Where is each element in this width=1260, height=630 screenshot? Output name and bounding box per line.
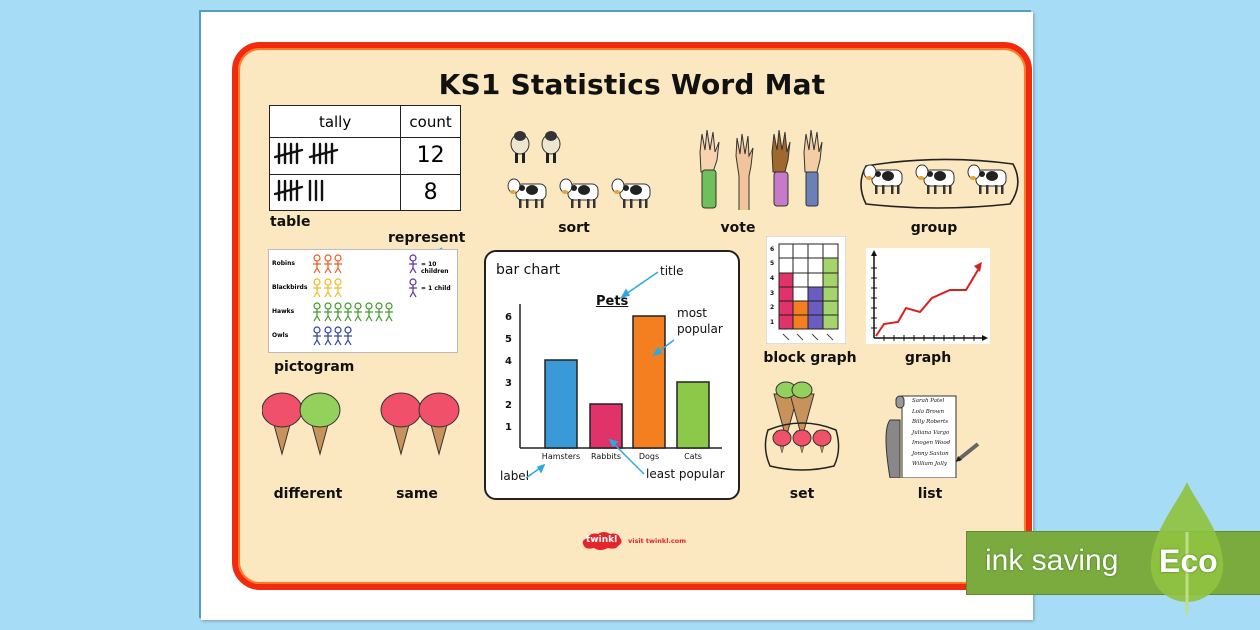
ice-cream-set-icon bbox=[764, 381, 840, 471]
y-tick: 2 bbox=[505, 400, 512, 411]
pictogram-row-label: Blackbirds bbox=[272, 284, 308, 291]
word-same: same bbox=[396, 486, 438, 502]
word-graph: graph bbox=[904, 350, 952, 366]
block-graph-image: 6 5 4 3 2 1 bbox=[766, 236, 846, 344]
svg-text:4: 4 bbox=[770, 275, 774, 282]
svg-text:3: 3 bbox=[770, 290, 774, 297]
bar-chart-panel: bar chart title Pets most popular least … bbox=[484, 250, 740, 500]
sheep-and-cows-icon bbox=[507, 131, 651, 209]
twinkl-link[interactable]: visit twinkl.com bbox=[628, 537, 687, 545]
svg-text:2: 2 bbox=[770, 304, 774, 311]
pictogram-key-1: = 1 child bbox=[421, 285, 451, 292]
pictogram-row-label: Owls bbox=[272, 332, 289, 339]
x-label: Dogs bbox=[639, 452, 659, 461]
word-set: set bbox=[789, 486, 815, 502]
grouped-cows-icon bbox=[860, 158, 1019, 209]
pictogram-row-label: Hawks bbox=[272, 308, 295, 315]
twinkl-footer[interactable]: twinkl visit twinkl.com bbox=[580, 532, 696, 552]
tally-marks-icon bbox=[273, 179, 324, 201]
y-tick: 4 bbox=[505, 356, 512, 367]
annotation-popular: popular bbox=[677, 322, 723, 336]
tally-marks-8 bbox=[268, 173, 402, 211]
word-block-graph: block graph bbox=[763, 350, 857, 366]
bar-hamsters bbox=[544, 359, 578, 449]
bar-chart: 1 2 3 4 5 6 Hamsters Rabbits Dogs Cats bbox=[505, 271, 722, 479]
ice-cream-cones-icon bbox=[262, 392, 460, 455]
twinkl-logo-icon bbox=[582, 532, 622, 550]
annotation-label: label bbox=[500, 469, 530, 483]
tally-marks-12 bbox=[268, 137, 402, 175]
annotation-title: title bbox=[660, 264, 684, 278]
word-represent: represent bbox=[388, 230, 466, 246]
eco-badge-label: ink saving bbox=[985, 544, 1119, 577]
twinkl-brand: twinkl bbox=[586, 535, 618, 545]
word-sort: sort bbox=[558, 220, 590, 236]
svg-text:1: 1 bbox=[770, 319, 774, 326]
x-label: Rabbits bbox=[591, 452, 621, 461]
y-tick: 3 bbox=[505, 378, 512, 389]
tally-table: tally count 12 bbox=[268, 105, 461, 211]
y-tick: 1 bbox=[505, 422, 512, 433]
word-different: different bbox=[273, 486, 343, 502]
line-graph-image bbox=[866, 248, 990, 344]
scroll-list-image: Sarah Patel Lola Brown Billy Roberts Julian… bbox=[880, 392, 988, 478]
annotation-least-popular: least popular bbox=[646, 467, 725, 481]
word-group: group bbox=[910, 220, 958, 236]
list-names: Sarah Patel Lola Brown Billy Roberts Julian… bbox=[912, 398, 951, 467]
pictogram-key-10: = 10 children bbox=[421, 261, 449, 275]
table-header-count: count bbox=[400, 105, 461, 138]
word-vote: vote bbox=[720, 220, 756, 236]
pictogram-image: Robins Blackbirds Hawks Owls = 10 childr… bbox=[268, 249, 458, 353]
eco-badge-tag: Eco bbox=[1159, 543, 1218, 579]
word-table: table bbox=[270, 214, 311, 230]
x-label: Hamsters bbox=[542, 452, 580, 461]
annotation-most: most bbox=[677, 306, 707, 320]
count-value: 12 bbox=[400, 137, 461, 175]
page-title: KS1 Statistics Word Mat bbox=[438, 68, 826, 101]
bar-dogs bbox=[632, 315, 666, 449]
bar-cats bbox=[676, 381, 710, 449]
table-header-tally: tally bbox=[268, 105, 402, 138]
y-tick: 6 bbox=[505, 312, 512, 323]
bar-chart-heading: bar chart bbox=[496, 262, 561, 278]
word-pictogram: pictogram bbox=[274, 359, 355, 375]
count-value: 8 bbox=[400, 173, 461, 211]
y-tick: 5 bbox=[505, 334, 512, 345]
tally-marks-icon bbox=[273, 143, 339, 165]
word-mat: KS1 Statistics Word Mat tally count 12 bbox=[232, 42, 1032, 590]
svg-text:5: 5 bbox=[770, 260, 774, 267]
scroll-icon bbox=[885, 395, 980, 478]
svg-text:6: 6 bbox=[770, 246, 774, 253]
leaf-icon bbox=[1150, 482, 1224, 614]
word-list: list bbox=[917, 486, 943, 502]
x-label: Cats bbox=[684, 452, 702, 461]
raised-hands-icon bbox=[699, 130, 823, 210]
bar-rabbits bbox=[589, 403, 623, 449]
chart-title: Pets bbox=[596, 294, 629, 309]
pictogram-row-label: Robins bbox=[272, 260, 295, 267]
